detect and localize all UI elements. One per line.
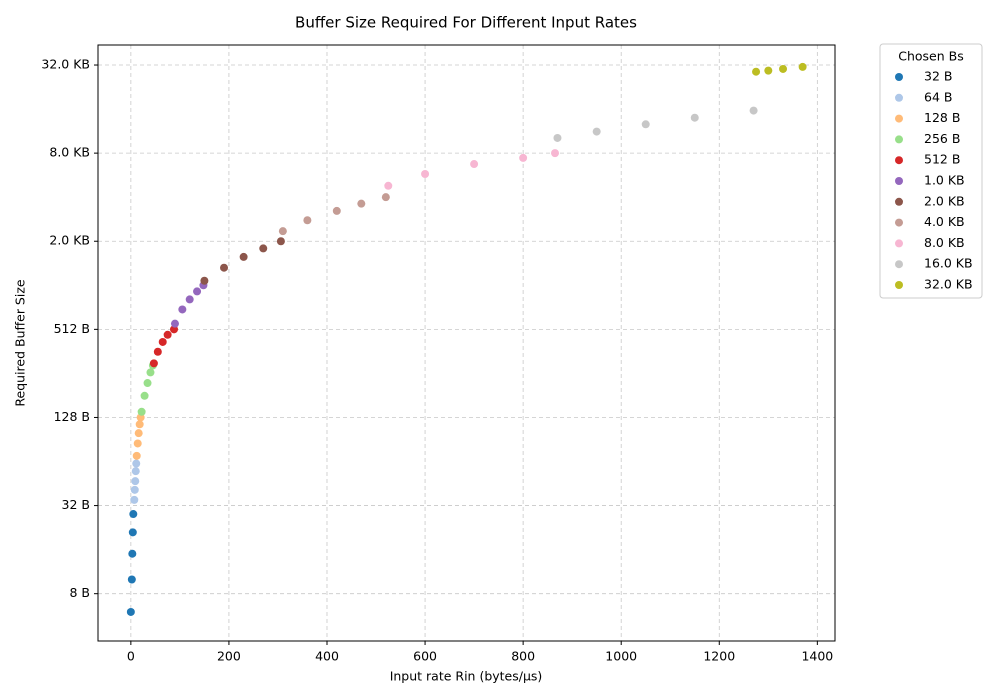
point	[129, 510, 138, 519]
point	[131, 477, 140, 486]
point	[553, 133, 562, 142]
x-tick-label: 1000	[605, 649, 637, 664]
y-tick-label: 32 B	[62, 497, 90, 512]
point	[690, 113, 699, 122]
plot-frame	[97, 44, 836, 642]
x-tick-label: 1200	[703, 649, 735, 664]
legend-label: 16.0 KB	[924, 256, 973, 271]
legend-marker	[895, 239, 903, 248]
legend-marker	[895, 177, 903, 185]
legend-label: 2.0 KB	[924, 193, 965, 208]
legend-marker	[895, 281, 903, 289]
x-tick-label: 200	[217, 649, 241, 664]
y-tick-label: 2.0 KB	[49, 233, 90, 248]
x-tick-label: 400	[315, 649, 339, 664]
point	[239, 252, 248, 261]
legend-marker	[895, 135, 903, 144]
legend-marker	[895, 156, 903, 165]
point	[178, 305, 187, 314]
x-tick-label: 1400	[801, 649, 833, 664]
legend-label: 64 B	[924, 89, 952, 104]
point	[551, 149, 560, 158]
point	[131, 467, 140, 476]
legend-box	[879, 43, 983, 299]
legend-label: 512 B	[924, 152, 960, 167]
point	[132, 451, 141, 460]
point	[749, 106, 758, 115]
point	[381, 193, 390, 202]
x-tick-label: 600	[413, 649, 437, 664]
point	[764, 66, 773, 75]
point	[752, 67, 761, 76]
chart-title: Buffer Size Required For Different Input…	[295, 14, 637, 32]
point	[137, 407, 146, 416]
point	[133, 439, 142, 448]
point	[143, 379, 152, 388]
point	[303, 216, 312, 225]
y-tick-label: 32.0 KB	[41, 57, 90, 72]
point	[132, 459, 141, 468]
legend-label: 4.0 KB	[924, 214, 965, 229]
point	[470, 160, 479, 169]
legend-marker	[895, 218, 903, 227]
point	[200, 276, 209, 285]
y-tick-label: 512 B	[54, 321, 90, 336]
point	[421, 169, 430, 178]
y-tick-label: 128 B	[54, 409, 90, 424]
point	[153, 347, 162, 356]
x-tick-label: 800	[511, 649, 535, 664]
legend-label: 32 B	[924, 69, 952, 84]
point	[134, 429, 143, 438]
point	[163, 330, 172, 339]
point	[519, 153, 528, 162]
legend-marker	[895, 93, 903, 102]
legend-marker	[895, 114, 903, 123]
point	[185, 295, 194, 304]
y-tick-label: 8.0 KB	[49, 145, 90, 160]
point	[384, 181, 393, 190]
point	[641, 120, 650, 129]
point	[146, 368, 155, 377]
legend-marker	[895, 260, 903, 269]
point	[798, 62, 807, 71]
point	[140, 391, 149, 400]
point	[357, 199, 366, 208]
x-tick-label: 0	[127, 649, 135, 664]
x-axis-label: Input rate Rin (bytes/µs)	[390, 669, 543, 684]
point	[193, 287, 202, 296]
legend-label: 256 B	[924, 131, 960, 146]
point	[592, 127, 601, 136]
legend-label: 128 B	[924, 110, 960, 125]
point	[332, 206, 341, 215]
point	[135, 420, 144, 429]
point	[130, 495, 139, 504]
point	[276, 237, 285, 246]
legend-title: Chosen Bs	[898, 49, 964, 64]
point	[779, 64, 788, 73]
y-tick-label: 8 B	[69, 585, 90, 600]
point	[259, 244, 268, 253]
legend-marker	[895, 197, 903, 206]
point	[170, 319, 179, 328]
point	[126, 607, 135, 616]
point	[158, 337, 167, 346]
point	[220, 263, 229, 272]
point	[127, 575, 136, 584]
legend-label: 8.0 KB	[924, 235, 965, 250]
point	[278, 227, 287, 236]
point	[128, 528, 137, 537]
y-axis-label: Required Buffer Size	[13, 279, 28, 406]
legend-label: 1.0 KB	[924, 173, 965, 188]
legend-label: 32.0 KB	[924, 277, 973, 292]
legend-marker	[895, 73, 903, 81]
point	[128, 549, 137, 558]
point	[149, 359, 158, 368]
point	[130, 485, 139, 494]
